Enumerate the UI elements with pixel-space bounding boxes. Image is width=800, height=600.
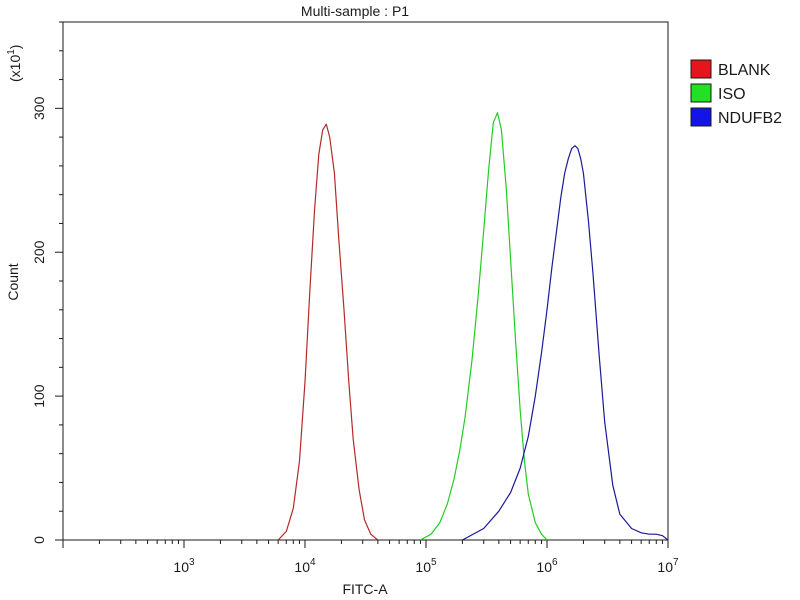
x-tick-exponent: 7 bbox=[673, 557, 679, 568]
legend: BLANK ISO NDUFB2 bbox=[690, 59, 782, 127]
legend-label-iso: ISO bbox=[718, 86, 746, 103]
legend-swatch-blank bbox=[690, 59, 712, 79]
legend-swatch-iso bbox=[690, 83, 712, 103]
y-tick-label: 0 bbox=[31, 536, 47, 544]
y-tick-label: 300 bbox=[31, 96, 47, 120]
series-line-ndufb2 bbox=[462, 145, 669, 541]
y-tick-label: 100 bbox=[31, 384, 47, 408]
series-layer bbox=[277, 112, 669, 541]
x-axis-label: FITC-A bbox=[342, 581, 388, 597]
chart-title: Multi-sample : P1 bbox=[301, 3, 409, 19]
x-tick-label: 106 bbox=[536, 557, 558, 575]
x-tick-label: 103 bbox=[173, 557, 195, 575]
legend-swatch-ndufb2 bbox=[690, 107, 712, 127]
x-tick-base: 10 bbox=[173, 559, 189, 575]
y-tick-label: 200 bbox=[31, 240, 47, 264]
y-multiplier-label: (x101) bbox=[6, 45, 23, 82]
legend-label-blank: BLANK bbox=[718, 62, 771, 79]
x-tick-base: 10 bbox=[294, 559, 310, 575]
y-multiplier-exponent: 1 bbox=[6, 49, 17, 55]
x-tick-base: 10 bbox=[536, 559, 552, 575]
x-tick-base: 10 bbox=[415, 559, 431, 575]
x-tick-label: 104 bbox=[294, 557, 316, 575]
plot-area bbox=[62, 21, 669, 541]
legend-label-ndufb2: NDUFB2 bbox=[718, 110, 782, 127]
y-axis-label: Count bbox=[5, 263, 21, 300]
x-tick-label: 107 bbox=[657, 557, 679, 575]
series-line-blank bbox=[277, 123, 379, 541]
y-multiplier-suffix: ) bbox=[7, 45, 23, 50]
x-tick-exponent: 3 bbox=[189, 557, 195, 568]
x-tick-exponent: 6 bbox=[552, 557, 558, 568]
x-tick-base: 10 bbox=[657, 559, 673, 575]
x-tick-label: 105 bbox=[415, 557, 437, 575]
y-multiplier-prefix: (x10 bbox=[7, 55, 23, 82]
x-tick-exponent: 4 bbox=[310, 557, 316, 568]
x-tick-exponent: 5 bbox=[431, 557, 437, 568]
series-line-iso bbox=[420, 112, 548, 541]
